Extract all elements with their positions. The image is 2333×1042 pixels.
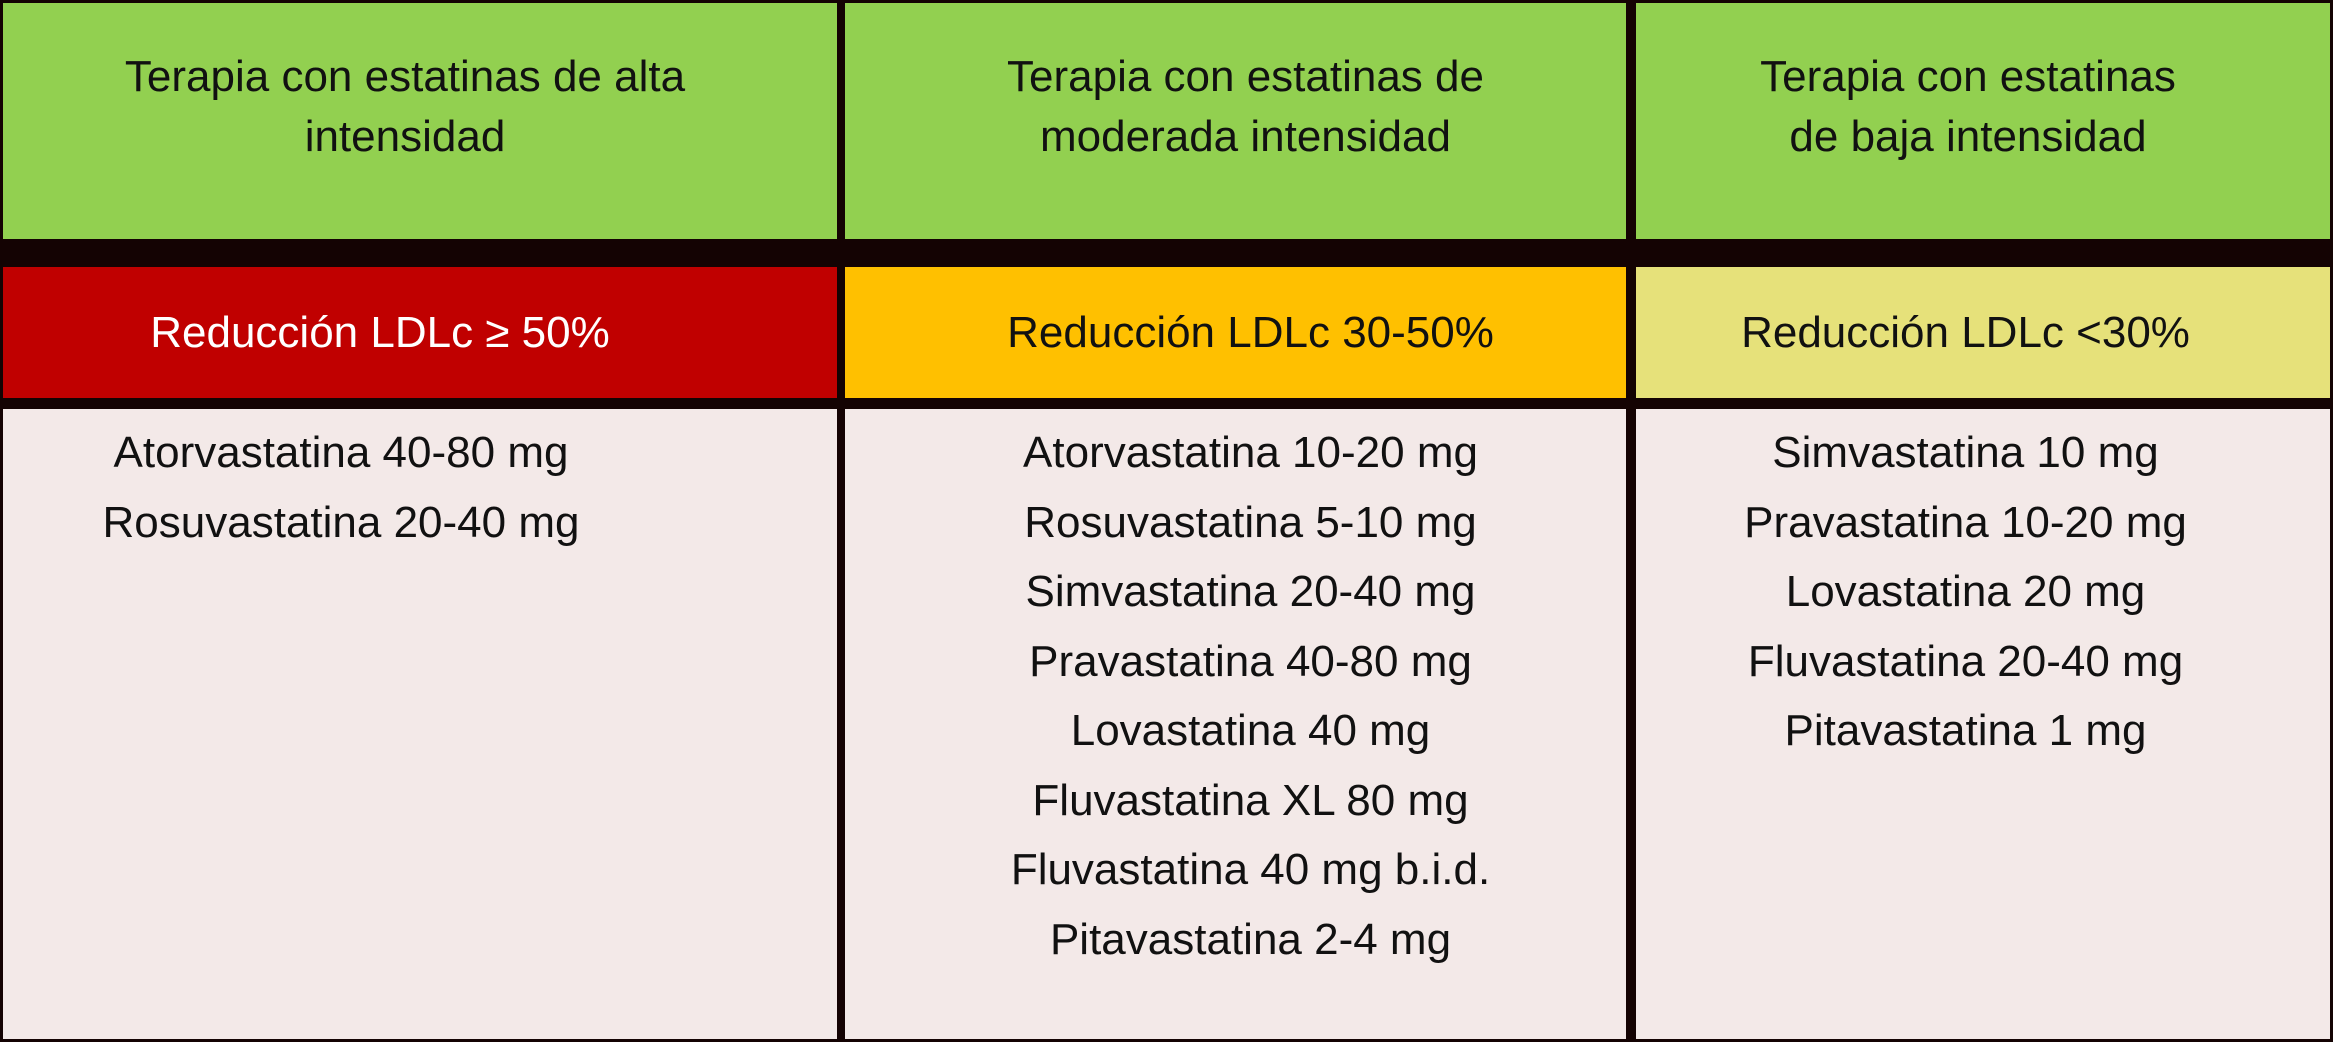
reduction-cell-moderate: Reducción LDLc 30-50% bbox=[845, 267, 1626, 398]
drug-list-cell-moderate: Atorvastatina 10-20 mg Rosuvastatina 5-1… bbox=[845, 409, 1626, 1039]
header-cell-low-intensity: Terapia con estatinas de baja intensidad bbox=[1636, 3, 2330, 239]
reduction-cell-low: Reducción LDLc <30% bbox=[1636, 267, 2330, 398]
header-line: de baja intensidad bbox=[1789, 112, 2147, 161]
reduction-label-low: Reducción LDLc <30% bbox=[1741, 307, 2190, 357]
header-cell-moderate-intensity: Terapia con estatinas de moderada intens… bbox=[845, 3, 1626, 239]
header-title-high-intensity: Terapia con estatinas de alta intensidad bbox=[3, 47, 837, 167]
list-item: Pravastatina 40-80 mg bbox=[1029, 636, 1472, 686]
header-line: Terapia con estatinas de alta bbox=[124, 52, 686, 101]
header-line: moderada intensidad bbox=[1040, 112, 1451, 161]
header-line: Terapia con estatinas de bbox=[1007, 52, 1484, 101]
list-item: Rosuvastatina 20-40 mg bbox=[102, 497, 580, 547]
list-item: Simvastatina 10 mg bbox=[1772, 428, 2159, 477]
header-title-low-intensity: Terapia con estatinas de baja intensidad bbox=[1636, 47, 2330, 167]
list-item: Simvastatina 20-40 mg bbox=[1025, 567, 1476, 616]
reduction-cell-high: Reducción LDLc ≥ 50% bbox=[3, 267, 837, 398]
list-item: Pitavastatina 1 mg bbox=[1784, 706, 2147, 755]
list-item: Fluvastatina XL 80 mg bbox=[1032, 775, 1469, 825]
header-line: Terapia con estatinas bbox=[1760, 52, 2176, 101]
list-item: Fluvastatina 40 mg b.i.d. bbox=[1010, 845, 1491, 894]
list-item: Fluvastatina 20-40 mg bbox=[1747, 636, 2184, 686]
list-item: Pitavastatina 2-4 mg bbox=[1049, 914, 1452, 964]
header-title-moderate-intensity: Terapia con estatinas de moderada intens… bbox=[845, 47, 1626, 167]
drug-list-high: Atorvastatina 40-80 mg Rosuvastatina 20-… bbox=[3, 418, 837, 557]
list-item: Atorvastatina 40-80 mg bbox=[113, 428, 569, 477]
reduction-label-moderate: Reducción LDLc 30-50% bbox=[1007, 307, 1494, 357]
list-item: Lovastatina 20 mg bbox=[1785, 567, 2146, 616]
list-item: Lovastatina 40 mg bbox=[1070, 706, 1431, 755]
reduction-label-high: Reducción LDLc ≥ 50% bbox=[150, 307, 610, 357]
list-item: Rosuvastatina 5-10 mg bbox=[1024, 497, 1477, 547]
drug-list-moderate: Atorvastatina 10-20 mg Rosuvastatina 5-1… bbox=[845, 418, 1626, 974]
list-item: Pravastatina 10-20 mg bbox=[1744, 497, 2187, 547]
list-item: Atorvastatina 10-20 mg bbox=[1023, 428, 1478, 477]
drug-list-low: Simvastatina 10 mg Pravastatina 10-20 mg… bbox=[1636, 418, 2330, 766]
header-cell-high-intensity: Terapia con estatinas de alta intensidad bbox=[3, 3, 837, 239]
drug-list-cell-high: Atorvastatina 40-80 mg Rosuvastatina 20-… bbox=[3, 409, 837, 1039]
header-line: intensidad bbox=[304, 112, 506, 161]
drug-list-cell-low: Simvastatina 10 mg Pravastatina 10-20 mg… bbox=[1636, 409, 2330, 1039]
